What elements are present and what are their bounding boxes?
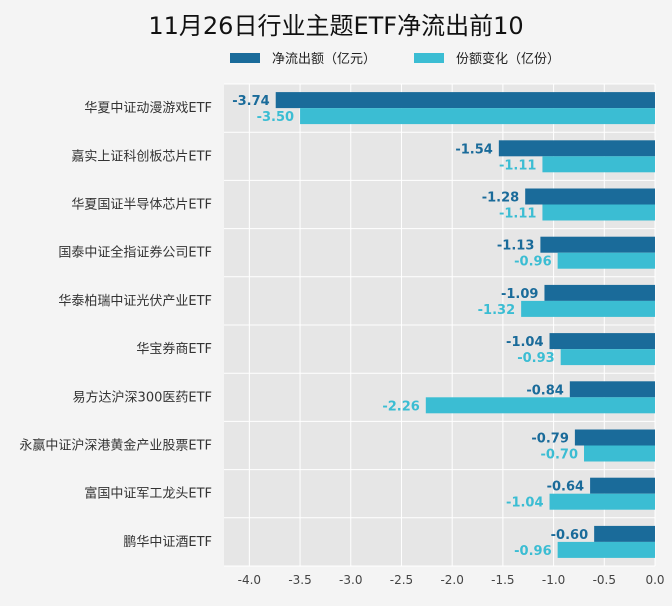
data-label-share-change: -0.93 — [517, 351, 554, 366]
category-label: 嘉实上证科创板芯片ETF — [71, 149, 212, 164]
bar-outflow — [569, 381, 655, 398]
bar-share-change — [521, 300, 655, 317]
data-label-outflow: -0.84 — [526, 383, 563, 398]
chart-title: 11月26日行业主题ETF净流出前10 — [148, 12, 524, 40]
data-label-outflow: -1.09 — [501, 287, 538, 302]
bar-outflow — [574, 429, 655, 446]
bar-outflow — [540, 236, 655, 253]
x-tick-label: -3.5 — [288, 573, 311, 587]
bar-share-change — [560, 349, 655, 366]
x-tick-label: -4.0 — [238, 573, 261, 587]
legend-swatch-share-change — [414, 52, 445, 63]
data-label-share-change: -1.11 — [499, 158, 536, 173]
category-label: 华夏国证半导体芯片ETF — [71, 198, 212, 213]
bar-share-change — [300, 108, 655, 125]
data-label-outflow: -1.54 — [455, 142, 492, 157]
data-label-share-change: -2.26 — [382, 399, 419, 414]
data-label-outflow: -0.64 — [547, 480, 584, 495]
data-label-outflow: -0.60 — [551, 528, 588, 543]
legend-label-outflow: 净流出额（亿元） — [272, 52, 377, 67]
bar-share-change — [549, 493, 655, 510]
data-label-outflow: -3.74 — [232, 94, 269, 109]
data-label-outflow: -1.04 — [506, 335, 543, 350]
bar-share-change — [542, 156, 655, 173]
x-tick-label: -1.0 — [542, 573, 565, 587]
data-label-share-change: -0.70 — [541, 448, 578, 463]
category-label: 华宝券商ETF — [136, 341, 212, 357]
x-tick-label: -3.0 — [339, 573, 362, 587]
category-label: 富国中证军工龙头ETF — [84, 486, 212, 502]
category-label: 华泰柏瑞中证光伏产业ETF — [58, 294, 212, 309]
category-label: 易方达沪深300医药ETF — [73, 389, 212, 405]
bar-share-change — [584, 445, 655, 462]
bar-outflow — [275, 92, 655, 109]
category-label: 华夏中证动漫游戏ETF — [84, 101, 212, 116]
data-label-share-change: -0.96 — [514, 544, 551, 559]
bar-outflow — [594, 525, 655, 542]
category-label: 鹏华中证酒ETF — [123, 535, 212, 550]
bar-outflow — [498, 140, 655, 157]
data-label-share-change: -3.50 — [257, 110, 294, 125]
legend-item-outflow: 净流出额（亿元） — [230, 48, 376, 67]
x-tick-label: -0.5 — [593, 573, 616, 587]
bar-share-change — [542, 204, 655, 221]
x-tick-label: 0.0 — [645, 573, 664, 587]
legend-item-share-change: 份额变化（亿份） — [414, 48, 560, 67]
category-label: 永赢中证沪深港黄金产业股票ETF — [19, 438, 212, 454]
legend-swatch-outflow — [230, 52, 260, 63]
data-label-outflow: -1.13 — [497, 239, 534, 254]
bar-outflow — [544, 284, 655, 301]
category-label: 国泰中证全指证券公司ETF — [58, 245, 212, 261]
data-label-share-change: -1.04 — [506, 496, 543, 511]
bar-outflow — [525, 188, 655, 205]
data-label-share-change: -1.11 — [499, 207, 536, 222]
data-label-share-change: -0.96 — [514, 255, 551, 270]
bar-outflow — [590, 477, 655, 494]
data-label-outflow: -1.28 — [482, 191, 519, 206]
x-tick-label: -1.5 — [491, 573, 514, 587]
x-tick-label: -2.5 — [390, 573, 413, 587]
legend-label-share-change: 份额变化（亿份） — [456, 52, 561, 67]
data-label-outflow: -0.79 — [531, 432, 568, 447]
data-label-share-change: -1.32 — [478, 303, 515, 318]
bar-outflow — [549, 333, 655, 350]
bar-share-change — [557, 252, 655, 269]
bar-share-change — [557, 541, 655, 558]
bar-share-change — [425, 397, 655, 414]
x-tick-label: -2.0 — [440, 573, 463, 587]
chart-legend: 净流出额（亿元） 份额变化（亿份） — [230, 48, 560, 67]
